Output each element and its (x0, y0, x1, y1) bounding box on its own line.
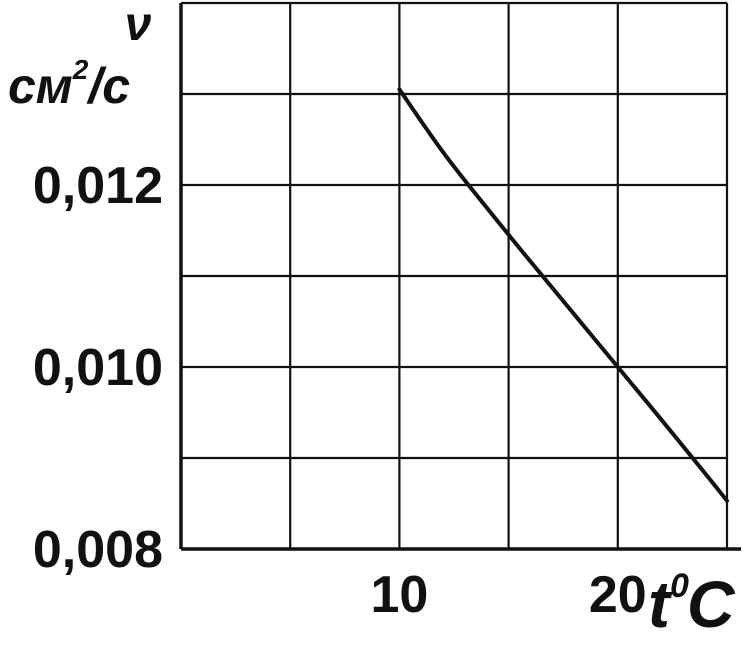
x-tick-label-0: 10 (370, 566, 428, 624)
x-axis-symbol: t (648, 567, 673, 641)
grid (181, 1, 729, 549)
tick-labels: 0,008 0,010 0,012 10 20 (33, 157, 647, 624)
series (397, 87, 729, 503)
y-tick-label-1: 0,010 (33, 339, 163, 397)
series-line-0 (397, 87, 729, 503)
y-axis-unit-tail: /с (86, 58, 130, 114)
y-axis-symbol: ν (125, 0, 152, 51)
y-tick-label-2: 0,012 (33, 157, 163, 215)
x-axis-title: t0C (648, 567, 736, 641)
x-axis-unit: C (687, 567, 736, 641)
x-axis-symbol-sup: 0 (670, 567, 689, 605)
y-axis-unit: см2/с (8, 54, 130, 114)
y-axis-unit-sup: 2 (72, 54, 89, 85)
x-tick-label-1: 20 (589, 566, 647, 624)
axes (179, 3, 741, 551)
y-axis-unit-base: см (8, 58, 73, 114)
y-tick-label-0: 0,008 (33, 521, 163, 579)
